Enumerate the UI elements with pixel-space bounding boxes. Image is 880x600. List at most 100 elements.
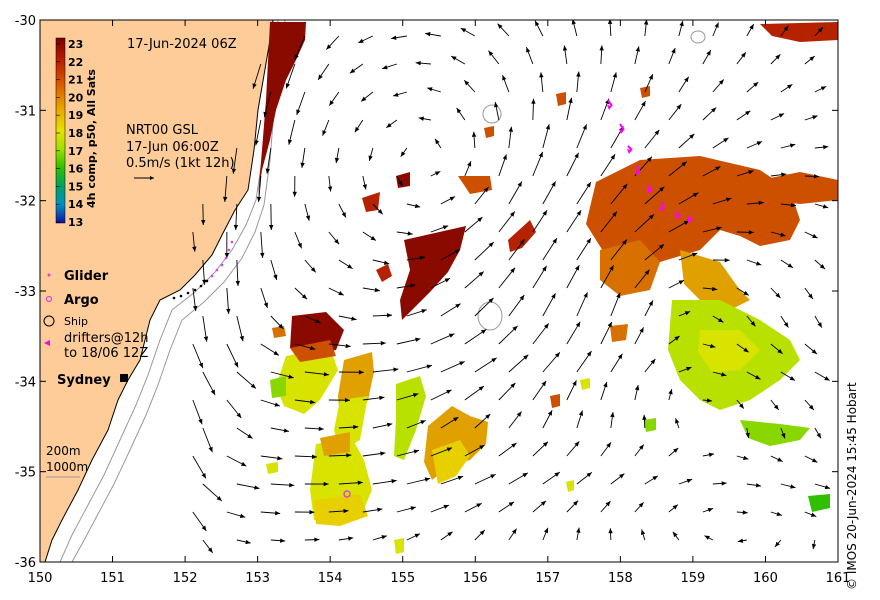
current-arrow-head <box>774 541 780 547</box>
sst-patch <box>258 22 306 196</box>
current-arrow-head <box>278 323 284 329</box>
current-arrow-head <box>612 72 618 78</box>
current-arrow-head <box>578 410 584 416</box>
current-arrow-head <box>572 380 577 386</box>
drifter-segment <box>687 215 693 221</box>
lat-tick-label: -32 <box>15 195 36 210</box>
seamount-contour-2 <box>482 104 502 124</box>
current-arrow-head <box>310 267 316 273</box>
glider-point <box>210 274 214 278</box>
current-arrow-head <box>252 83 257 89</box>
current-arrow-head <box>540 500 547 506</box>
current-arrow-head <box>541 380 547 387</box>
current-arrow-head <box>787 263 793 268</box>
current-arrow-head <box>748 230 754 235</box>
lon-tick-label: 151 <box>100 571 125 586</box>
drifter-head <box>635 171 640 176</box>
current-arrow-head <box>285 83 290 89</box>
current-arrow-head <box>706 50 711 56</box>
current-arrow-head <box>542 265 547 272</box>
current-arrow-head <box>358 38 364 43</box>
drifter-segment <box>647 185 653 191</box>
glider-point <box>172 296 176 300</box>
current-arrow-head <box>781 433 786 439</box>
current-arrow-head <box>265 168 270 174</box>
current-arrow-head <box>344 397 350 403</box>
colorbar-tick-label: 19 <box>68 109 83 122</box>
current-arrow-head <box>351 316 357 321</box>
lon-tick-label: 160 <box>753 571 778 586</box>
current-arrow-head <box>738 403 744 409</box>
lon-tick-label: 155 <box>390 571 415 586</box>
current-arrow-head <box>787 84 793 89</box>
current-arrow-head <box>542 210 548 216</box>
current-arrow-head <box>323 481 329 487</box>
current-arrow-head <box>635 46 640 52</box>
current-arrow-head <box>201 525 207 531</box>
current-arrow-head <box>216 495 222 501</box>
lat-tick-label: -30 <box>15 14 36 29</box>
current-arrow-head <box>777 457 783 462</box>
current-arrow-head <box>488 242 494 248</box>
current-arrow-head <box>201 473 206 479</box>
drifter-head <box>627 149 632 154</box>
current-arrow-head <box>817 322 822 328</box>
current-arrow-head <box>414 203 421 209</box>
current-arrow-head <box>668 389 673 395</box>
lon-tick-label: 161 <box>826 571 851 586</box>
glider-point <box>179 294 183 298</box>
current-arrow-head <box>256 196 262 202</box>
current-arrow-head <box>198 418 203 425</box>
current-arrow-head <box>573 500 579 506</box>
current-arrow-head <box>383 260 390 265</box>
current-arrow-head <box>679 20 684 27</box>
glider-point <box>193 288 197 292</box>
current-arrow-head <box>562 45 568 51</box>
current-arrow-head <box>790 484 796 489</box>
current-arrow-head <box>283 428 290 433</box>
current-arrow-head <box>358 370 364 375</box>
current-arrow-head <box>554 352 560 358</box>
current-arrow-head <box>447 531 453 537</box>
current-arrow-head <box>239 513 246 519</box>
sst-patch <box>272 326 286 338</box>
current-arrow-head <box>745 110 751 116</box>
current-arrow-head <box>551 181 556 187</box>
drifter-segment <box>661 201 665 209</box>
current-arrow-head <box>539 72 544 78</box>
colorbar <box>55 37 66 224</box>
current-arrow-head <box>280 538 286 543</box>
current-arrow-head <box>714 22 719 28</box>
current-arrow-head <box>426 364 432 369</box>
current-arrow-head <box>263 111 268 118</box>
lat-tick-label: -33 <box>15 285 36 300</box>
current-arrow-head <box>314 537 320 542</box>
current-arrow-head <box>301 294 307 300</box>
current-arrow-head <box>775 54 781 60</box>
current-arrow-head <box>210 389 216 395</box>
current-arrow-head <box>453 417 459 422</box>
current-arrow-head <box>239 335 244 342</box>
sst-patch <box>566 480 574 492</box>
current-arrow-head <box>236 412 242 419</box>
current-arrow-head <box>491 357 497 363</box>
current-arrow-head <box>777 348 783 354</box>
current-arrow-head <box>260 252 265 258</box>
current-arrow-head <box>245 539 251 545</box>
current-arrow-head <box>393 367 399 372</box>
current-arrow-head <box>382 65 388 70</box>
current-arrow-head <box>273 350 279 356</box>
current-arrow-head <box>638 502 644 508</box>
current-arrow-head <box>478 271 484 277</box>
current-arrow-head <box>318 74 323 80</box>
current-arrow-head <box>419 255 426 261</box>
current-arrow-head <box>819 264 826 270</box>
current-time: 17-Jun 06:00Z <box>126 140 219 155</box>
lat-tick-label: -31 <box>15 104 36 119</box>
glider-point <box>220 263 224 267</box>
current-arrow-head <box>634 385 640 391</box>
sst-patch <box>270 376 286 398</box>
current-arrow-head <box>684 76 689 83</box>
current-arrow-head <box>414 533 420 538</box>
current-arrow-head <box>327 186 333 192</box>
